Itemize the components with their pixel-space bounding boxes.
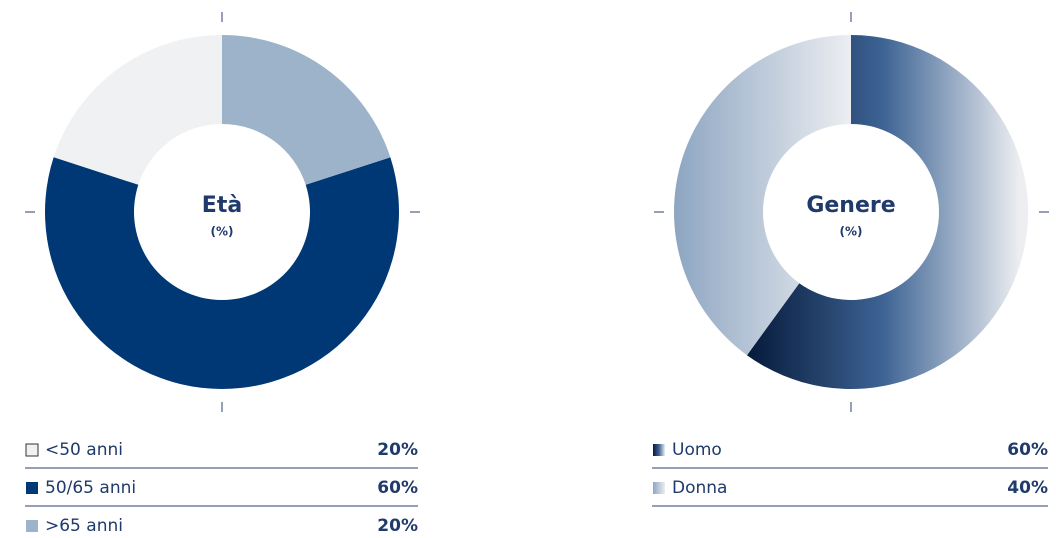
chart-subtitle: (%) <box>840 225 863 239</box>
legend-swatch <box>653 444 665 456</box>
legend-swatch <box>653 482 665 494</box>
donut-slice <box>674 34 851 356</box>
legend-swatch <box>25 443 39 457</box>
chart-title: Genere <box>806 193 895 218</box>
chart-title: Età <box>202 193 242 218</box>
donut-slice <box>44 157 399 389</box>
value-label: 20% <box>377 440 418 460</box>
donut-slice <box>53 35 223 185</box>
value-label: 60% <box>1007 440 1048 460</box>
donut-slice <box>746 35 1028 389</box>
donut-slice <box>222 35 391 185</box>
legend-swatch <box>26 482 38 494</box>
value-label: 40% <box>1007 478 1048 498</box>
legend-label: 50/65 anni <box>45 478 136 498</box>
legend-label: Donna <box>672 478 727 498</box>
value-label: 20% <box>377 516 418 536</box>
legend-label: >65 anni <box>45 516 123 536</box>
value-label: 60% <box>377 478 418 498</box>
legend-swatch <box>26 520 38 532</box>
legend-label: Uomo <box>672 440 722 460</box>
legend-label: <50 anni <box>45 440 123 460</box>
chart-subtitle: (%) <box>211 225 234 239</box>
